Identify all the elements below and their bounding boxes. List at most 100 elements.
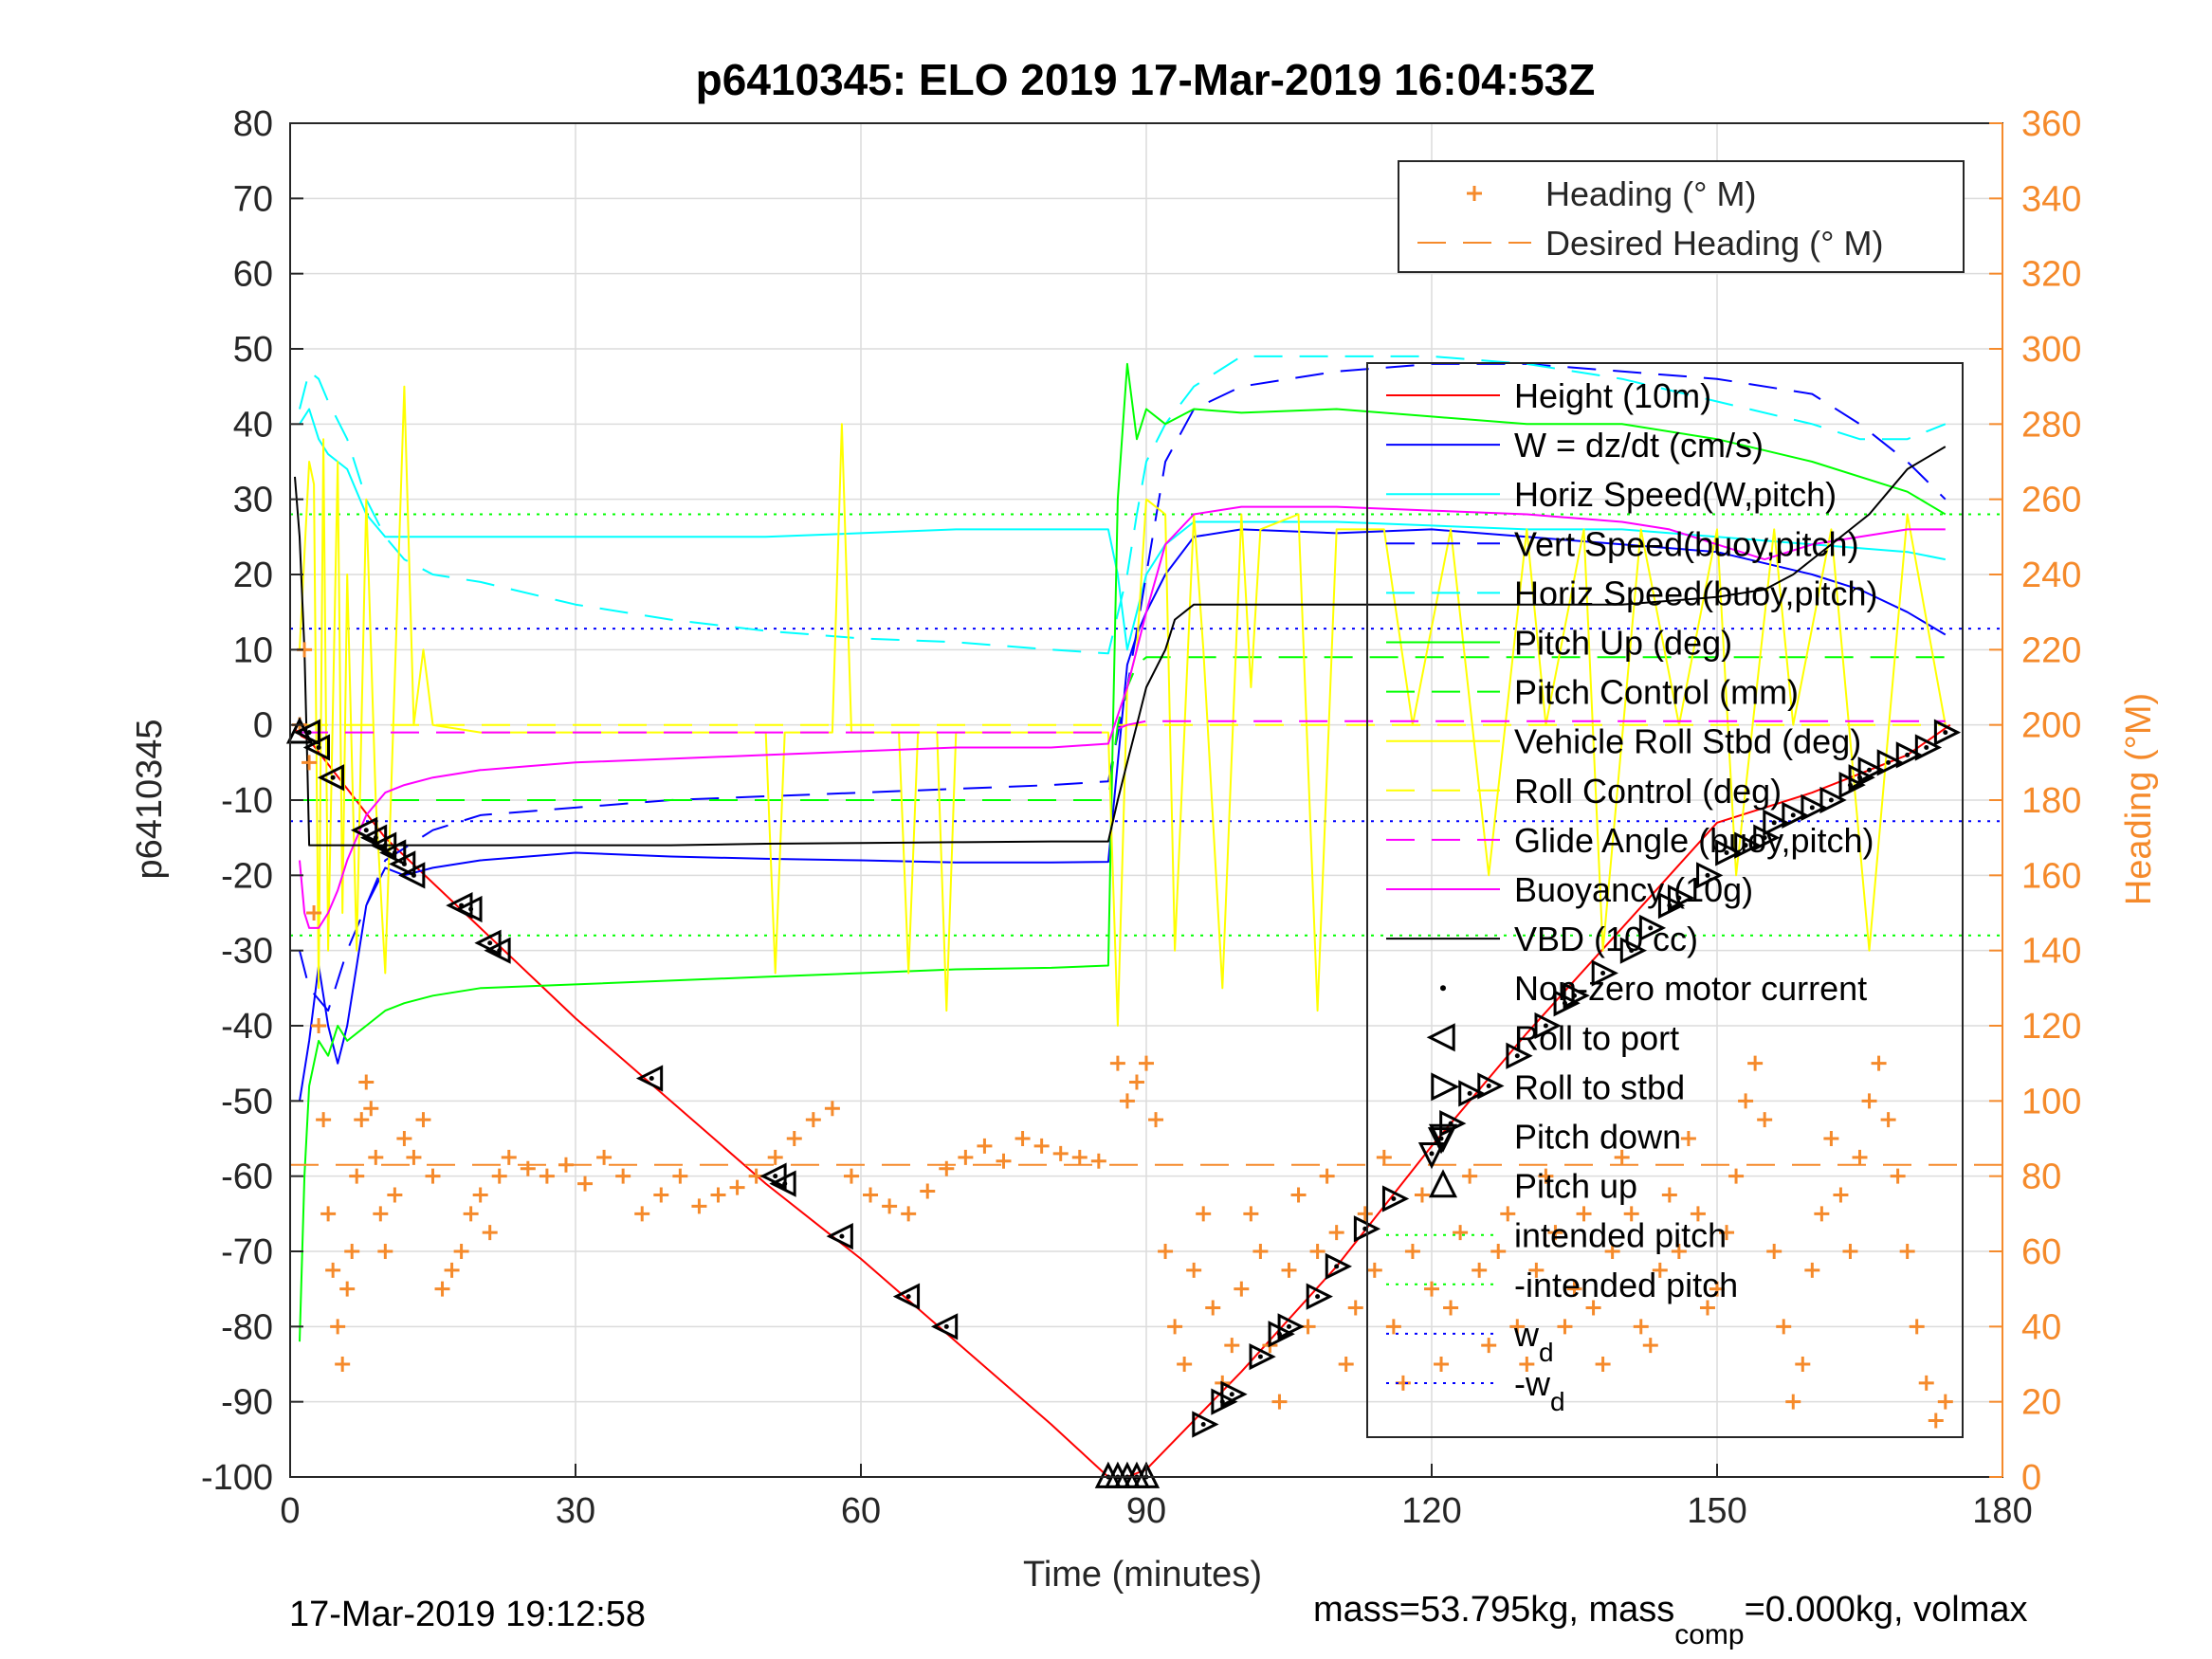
motor-current-dot (1514, 1053, 1520, 1059)
legend-sample-triangle (1426, 1023, 1455, 1052)
motor-marker (1192, 1411, 1219, 1438)
y-right-tick-label: 0 (2021, 1458, 2041, 1498)
heading-marker (958, 1149, 974, 1165)
motor-marker (1132, 1461, 1161, 1488)
legend-series-label: Pitch Up (deg) (1514, 624, 1732, 663)
heading-marker (306, 905, 322, 921)
legend-sample-triangle (1428, 1123, 1458, 1153)
heading-marker (1338, 1357, 1354, 1372)
x-tick-label: 120 (1401, 1491, 1461, 1531)
y-right-tick-label: 280 (2021, 405, 2081, 445)
y-left-tick-label: 20 (233, 556, 273, 595)
motor-marker (1638, 914, 1667, 941)
motor-current-dot (1572, 993, 1577, 998)
heading-marker (1604, 1244, 1620, 1259)
heading-marker (1148, 1112, 1164, 1128)
heading-marker (358, 1074, 375, 1090)
heading-marker (1871, 1055, 1887, 1071)
x-tick-label: 150 (1687, 1491, 1746, 1531)
y-right-tick-label: 40 (2021, 1307, 2061, 1347)
heading-marker (415, 1112, 431, 1128)
heading-marker (453, 1244, 469, 1259)
heading-marker (710, 1187, 726, 1203)
legend-sample-dot (1440, 985, 1446, 992)
motor-marker (1801, 793, 1828, 822)
motor-marker (1933, 719, 1962, 746)
x-tick-label: 90 (1126, 1491, 1166, 1531)
motor-current-dot (497, 948, 503, 954)
legend-series-label: intended pitch (1514, 1216, 1727, 1255)
heading-marker (691, 1198, 707, 1214)
motor-marker (1306, 1283, 1333, 1310)
heading-marker (1861, 1093, 1877, 1109)
legend-sample-triangle (1431, 1072, 1460, 1102)
heading-marker (1937, 1394, 1953, 1410)
x-axis-label: Time (minutes) (1023, 1555, 1262, 1595)
heading-marker (653, 1187, 669, 1203)
heading-marker (1481, 1338, 1497, 1354)
heading-marker (1357, 1206, 1373, 1222)
heading-marker (396, 1131, 412, 1146)
series-line (299, 505, 1946, 929)
heading-marker (1623, 1206, 1639, 1222)
heading-marker (330, 1319, 346, 1335)
heading-marker (344, 1244, 360, 1259)
heading-marker (520, 1160, 536, 1176)
heading-marker (1205, 1300, 1221, 1316)
heading-marker (1052, 1145, 1069, 1161)
motor-marker (317, 764, 345, 792)
heading-marker (1804, 1262, 1820, 1278)
motor-marker (635, 1065, 664, 1092)
legend-series-label: Pitch Control (mm) (1514, 673, 1799, 712)
heading-marker (1015, 1131, 1031, 1146)
y-right-tick-label: 340 (2021, 179, 2081, 219)
series-lines (290, 355, 2002, 1478)
heading-marker (1880, 1112, 1896, 1128)
motor-current-dot (1867, 767, 1873, 773)
heading-marker (1557, 1319, 1573, 1335)
y-right-tick-label: 20 (2021, 1383, 2061, 1423)
motor-current-dot (1391, 1195, 1397, 1201)
motor-current-dot (1771, 820, 1777, 826)
heading-marker (672, 1168, 688, 1184)
motor-current-dot (373, 835, 378, 841)
heading-marker (1909, 1319, 1925, 1335)
y-left-tick-label: -40 (221, 1007, 273, 1047)
y-axis-right-ticks: 3603403203002802602402202001801601401201… (1989, 104, 2081, 1498)
heading-marker (1158, 1244, 1174, 1259)
heading-marker (368, 1149, 384, 1165)
heading-marker (1918, 1375, 1934, 1391)
y-right-tick-label: 260 (2021, 481, 2081, 520)
heading-marker (1186, 1262, 1202, 1278)
heading-marker (1462, 1168, 1478, 1184)
motor-current-dot (392, 850, 397, 856)
series-line (299, 362, 1947, 1012)
legend-heading-box (1398, 160, 1965, 273)
legend-series-label: Glide Angle (buoy,pitch) (1514, 821, 1874, 860)
footer-timestamp: 17-Mar-2019 19:12:58 (289, 1595, 646, 1634)
motor-current-dot (1743, 843, 1748, 848)
y-left-tick-label: 0 (253, 706, 273, 746)
motor-current-dot (1762, 835, 1767, 841)
heading-marker (349, 1168, 365, 1184)
series-line (299, 528, 1947, 1102)
legend-series-label: W = dz/dt (cm/s) (1514, 426, 1764, 465)
motor-current-dot (1315, 1294, 1321, 1300)
y-left-tick-label: -90 (221, 1383, 273, 1423)
y-left-tick-label: 80 (233, 104, 273, 144)
heading-marker (1196, 1206, 1212, 1222)
y-right-tick-label: 180 (2021, 781, 2081, 821)
heading-marker (863, 1187, 879, 1203)
motor-marker (892, 1283, 921, 1310)
motor-current-dot (1229, 1392, 1234, 1397)
heading-marker (1071, 1149, 1088, 1165)
motor-marker (398, 862, 426, 889)
heading-marker (373, 1206, 389, 1222)
motor-current-dot (943, 1323, 949, 1329)
legend-series-label: Height (10m) (1514, 376, 1711, 415)
heading-marker (1309, 1244, 1325, 1259)
heading-marker (1414, 1187, 1430, 1203)
motor-current-dot (1705, 872, 1710, 878)
heading-marker (1234, 1281, 1250, 1297)
x-tick-label: 30 (556, 1491, 595, 1531)
